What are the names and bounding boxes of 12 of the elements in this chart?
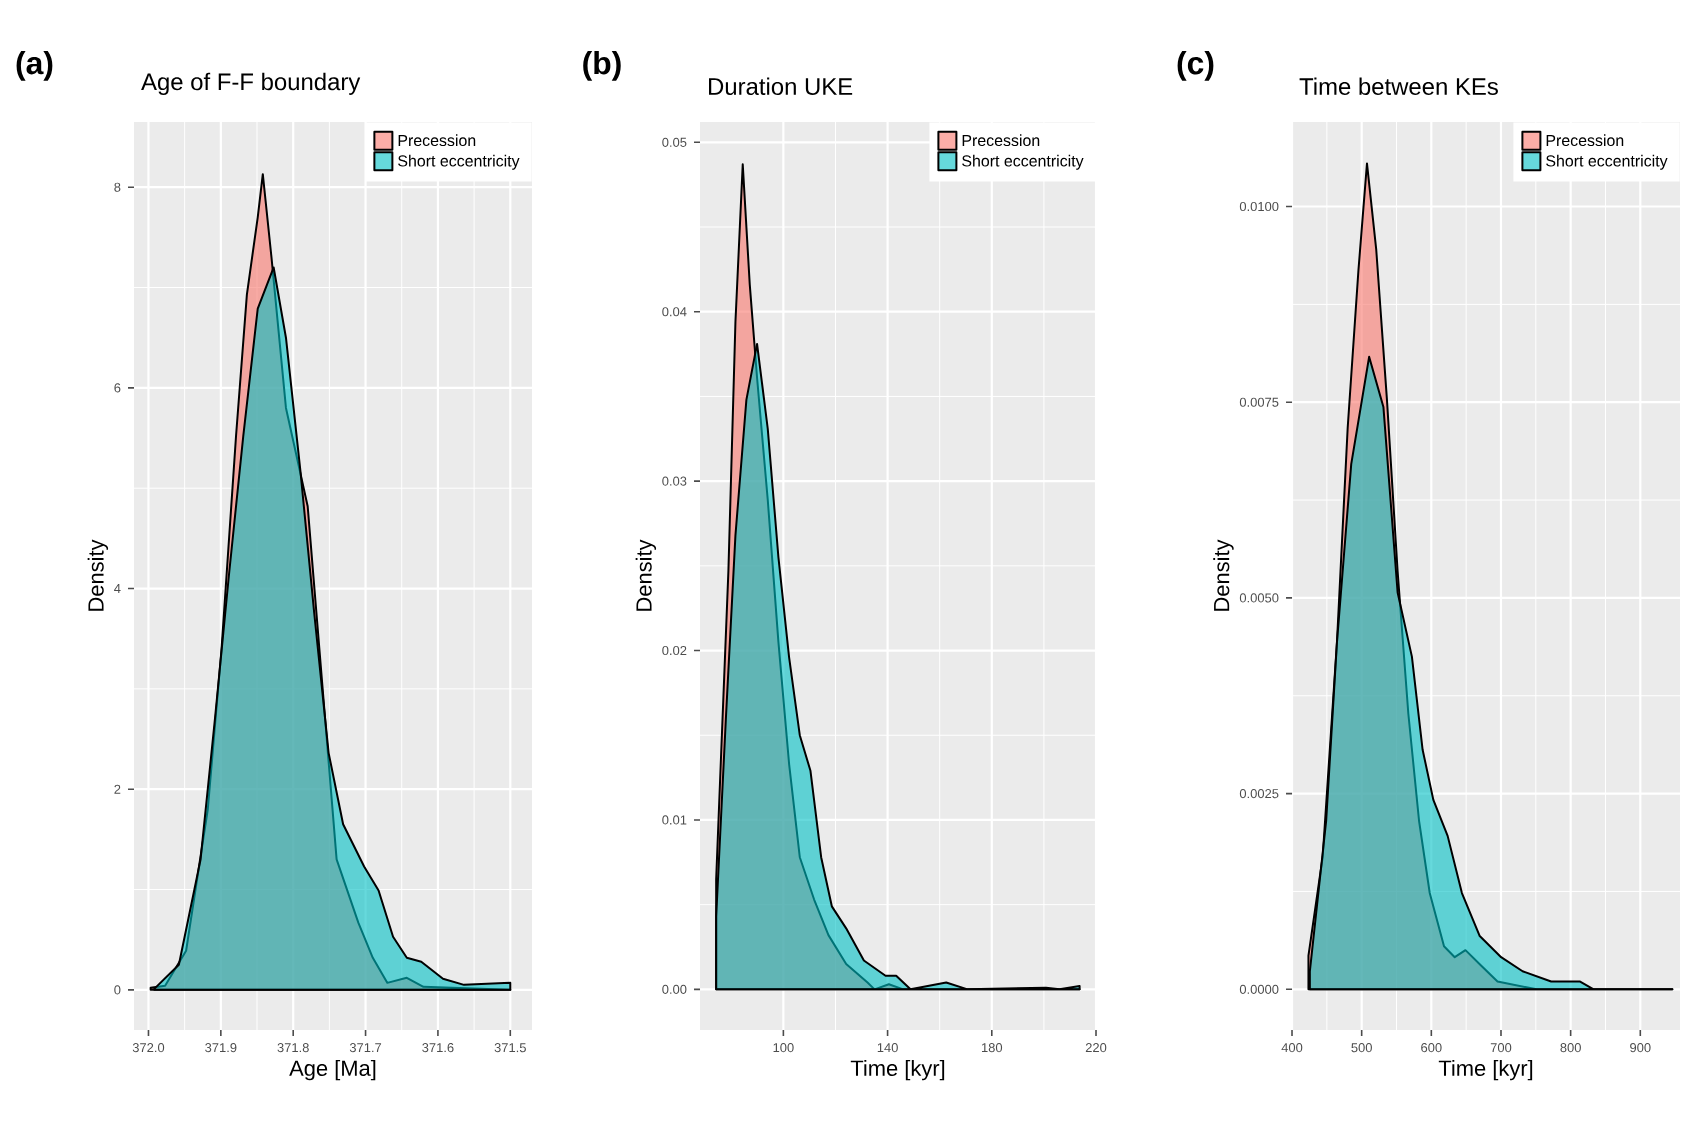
chart-title: Duration UKE: [709, 77, 853, 95]
y-axis-title: Density: [87, 539, 109, 611]
x-axis-title: Time [kyr]: [1438, 1059, 1533, 1081]
x-axis-title: Time [kyr]: [850, 1059, 945, 1081]
text: (c): [1177, 51, 1214, 81]
chart-title: Time between KEs: [1299, 77, 1498, 95]
y-axis-title: Density: [1213, 539, 1234, 611]
text: (a): [16, 51, 53, 81]
text: (b): [583, 51, 621, 81]
x-axis-title: Age [Ma]: [289, 1059, 376, 1081]
y-axis-title: Density: [635, 539, 657, 611]
chart-title: Age of F-F boundary: [141, 72, 361, 95]
